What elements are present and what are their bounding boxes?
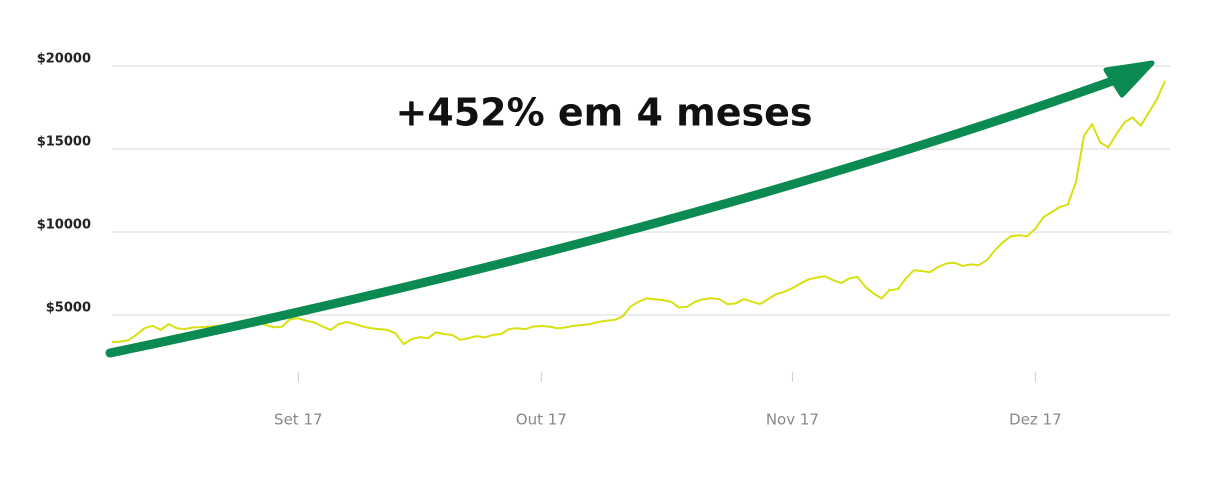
x-tick-label: Nov 17: [766, 411, 819, 429]
y-tick-label: $20000: [37, 52, 91, 67]
y-tick-label: $10000: [37, 218, 91, 233]
x-tick-label: Set 17: [274, 411, 323, 429]
plot: $5000 $10000 $15000 $20000 Set 17 Out 17 Nov 1…: [37, 52, 1170, 429]
data-line: [111, 80, 1166, 346]
x-tick-label: Dez 17: [1009, 411, 1062, 429]
annotation: +452% em 4 meses: [395, 91, 812, 135]
y-tick-label: $15000: [37, 135, 91, 150]
arrow-head: [1103, 60, 1155, 98]
x-tick-label: Out 17: [516, 411, 567, 429]
y-tick-label: $5000: [46, 301, 91, 316]
trend-arrow: [105, 69, 1137, 358]
